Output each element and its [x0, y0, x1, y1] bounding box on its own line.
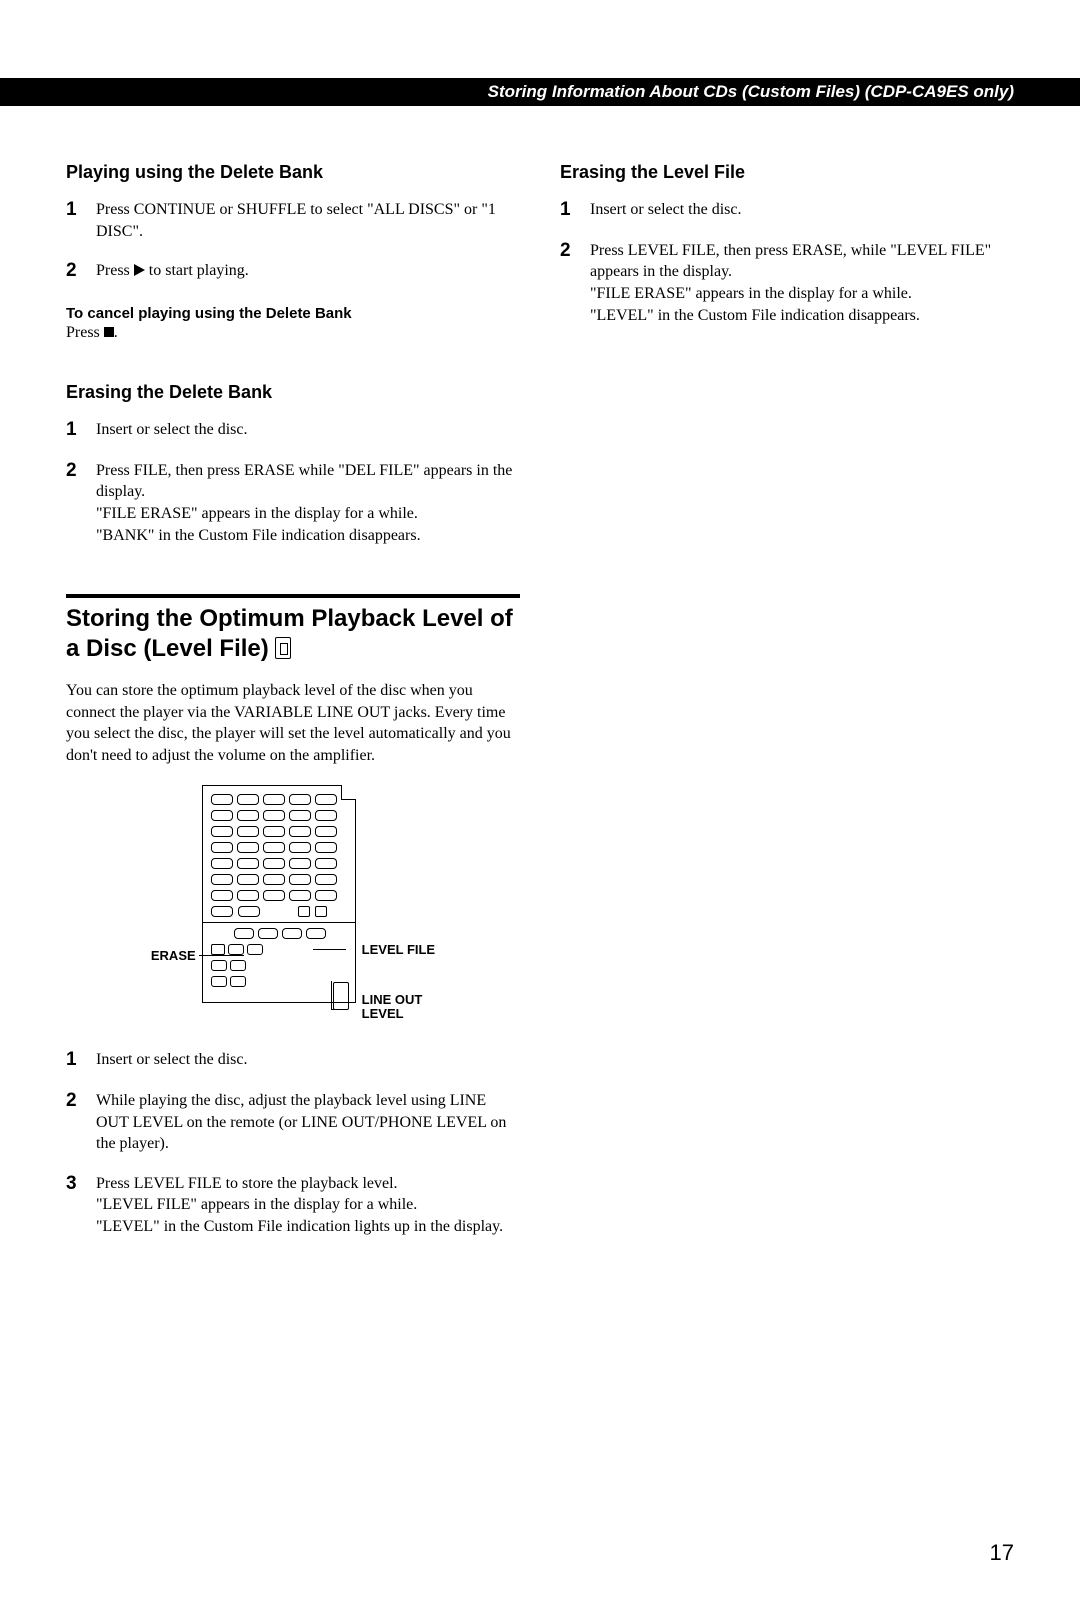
- right-column: Erasing the Level File 1 Insert or selec…: [560, 162, 1014, 1255]
- cancel-a: Press: [66, 324, 104, 341]
- step-text: Press FILE, then press ERASE while "DEL …: [96, 460, 520, 546]
- step-item: 1 Insert or select the disc.: [560, 199, 1014, 222]
- step-number: 2: [560, 240, 590, 326]
- chapter-title: Storing Information About CDs (Custom Fi…: [488, 78, 1080, 106]
- step-item: 2 Press to start playing.: [66, 260, 520, 283]
- left-column: Playing using the Delete Bank 1 Press CO…: [66, 162, 520, 1255]
- step-text: While playing the disc, adjust the playb…: [96, 1090, 520, 1155]
- step-number: 1: [66, 199, 96, 242]
- step-number: 1: [66, 1049, 96, 1072]
- step-text: Insert or select the disc.: [96, 1049, 248, 1072]
- step-number: 3: [66, 1173, 96, 1238]
- step-number: 1: [66, 419, 96, 442]
- lead-erase: [199, 955, 244, 956]
- remote-box-wrap: [202, 785, 356, 1003]
- step-number: 1: [560, 199, 590, 222]
- heading-erase-delete: Erasing the Delete Bank: [66, 382, 520, 403]
- step-number: 2: [66, 1090, 96, 1155]
- step-text: Press CONTINUE or SHUFFLE to select "ALL…: [96, 199, 520, 242]
- play-icon: [134, 264, 145, 276]
- step-text: Press LEVEL FILE, then press ERASE, whil…: [590, 240, 1014, 326]
- page-number: 17: [990, 1540, 1014, 1566]
- remote-corner: [341, 785, 356, 800]
- step-text: Press LEVEL FILE to store the playback l…: [96, 1173, 503, 1238]
- step-text: Insert or select the disc.: [590, 199, 742, 222]
- subheading-cancel: To cancel playing using the Delete Bank: [66, 305, 520, 322]
- lead-lineout: [331, 981, 332, 1009]
- step-item: 3 Press LEVEL FILE to store the playback…: [66, 1173, 520, 1238]
- cancel-text: Press .: [66, 324, 520, 342]
- cancel-b: .: [114, 324, 118, 341]
- step-text: Press to start playing.: [96, 260, 249, 283]
- lineout-buttons: [333, 982, 349, 1010]
- step-item: 1 Insert or select the disc.: [66, 419, 520, 442]
- step-number: 2: [66, 260, 96, 283]
- heading-erase-level: Erasing the Level File: [560, 162, 1014, 183]
- stop-icon: [104, 327, 114, 337]
- label-erase: ERASE: [151, 948, 202, 963]
- step-item: 1 Press CONTINUE or SHUFFLE to select "A…: [66, 199, 520, 242]
- page-content: Playing using the Delete Bank 1 Press CO…: [0, 106, 1080, 1255]
- step-item: 2 Press FILE, then press ERASE while "DE…: [66, 460, 520, 546]
- step-item: 2 Press LEVEL FILE, then press ERASE, wh…: [560, 240, 1014, 326]
- lead-level-file: [313, 949, 346, 950]
- step-text-a: Press: [96, 262, 134, 279]
- step-number: 2: [66, 460, 96, 546]
- label-level-file: LEVEL FILE: [362, 942, 435, 957]
- step-text: Insert or select the disc.: [96, 419, 248, 442]
- remote-illustration: ERASE: [66, 785, 520, 1022]
- lead-lineout-h: [331, 1009, 346, 1010]
- level-file-intro: You can store the optimum playback level…: [66, 680, 520, 766]
- step-text-b: to start playing.: [145, 262, 249, 279]
- heading-level-file: Storing the Optimum Playback Level of a …: [66, 604, 520, 664]
- heading-play-delete: Playing using the Delete Bank: [66, 162, 520, 183]
- labels-right: LEVEL FILE LINE OUT LEVEL: [356, 785, 435, 1022]
- step-item: 1 Insert or select the disc.: [66, 1049, 520, 1072]
- label-lineout: LINE OUT LEVEL: [362, 993, 435, 1022]
- section-rule: [66, 594, 520, 598]
- remote-outline: [202, 785, 356, 1003]
- step-item: 2 While playing the disc, adjust the pla…: [66, 1090, 520, 1155]
- chapter-header-bar: Storing Information About CDs (Custom Fi…: [0, 78, 1080, 106]
- remote-icon: [275, 637, 291, 659]
